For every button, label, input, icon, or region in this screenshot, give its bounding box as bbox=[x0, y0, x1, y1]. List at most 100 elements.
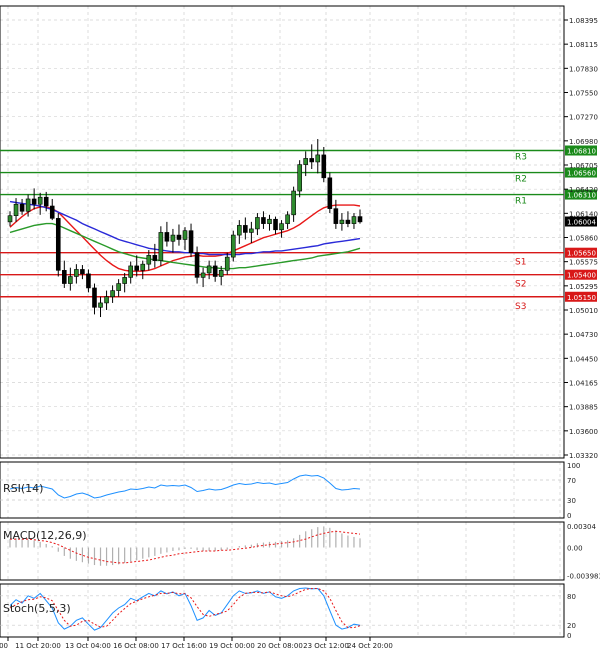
rsi-label: RSI(14) bbox=[3, 482, 43, 495]
candle bbox=[237, 220, 241, 244]
y-tick-label: 1.07550 bbox=[569, 90, 598, 98]
y-tick-label: 1.04165 bbox=[569, 380, 598, 388]
x-tick-label: 20 Oct 08:00 bbox=[257, 642, 303, 650]
candle bbox=[32, 188, 36, 209]
candle bbox=[80, 265, 84, 279]
candle-body-bearish bbox=[358, 217, 362, 222]
candle-body-bullish bbox=[129, 266, 133, 277]
candle bbox=[183, 227, 187, 250]
candle bbox=[352, 213, 356, 229]
candle bbox=[286, 211, 290, 229]
stoch-y-tick-label: 0 bbox=[567, 632, 571, 640]
candle-body-bullish bbox=[26, 199, 30, 211]
candle bbox=[231, 231, 235, 262]
x-tick-label: 24 Oct 20:00 bbox=[347, 642, 393, 650]
stoch-panel bbox=[0, 588, 564, 630]
y-tick-label: 1.08115 bbox=[569, 41, 598, 49]
candle bbox=[334, 200, 338, 229]
candle bbox=[56, 213, 60, 276]
y-tick-label: 1.05860 bbox=[569, 235, 598, 243]
candle bbox=[255, 213, 259, 235]
candle bbox=[358, 210, 362, 224]
y-tick-label: 1.05295 bbox=[569, 283, 598, 291]
x-tick-label: 16 Oct 08:00 bbox=[113, 642, 159, 650]
macd-y-tick-label: -0.003983 bbox=[567, 572, 600, 580]
candle bbox=[292, 187, 296, 222]
candle-body-bearish bbox=[165, 232, 169, 241]
stoch-y-tick-label: 80 bbox=[567, 593, 576, 601]
rsi-line bbox=[10, 475, 360, 498]
y-tick-label: 1.04730 bbox=[569, 331, 598, 339]
candle bbox=[189, 224, 193, 257]
candle-body-bullish bbox=[99, 303, 103, 307]
y-tick-label: 1.03320 bbox=[569, 452, 598, 460]
pivot-name-r1: R1 bbox=[515, 197, 527, 207]
candle-body-bearish bbox=[328, 178, 332, 209]
x-tick-label: 11 Oct 20:00 bbox=[15, 642, 61, 650]
candle-body-bearish bbox=[310, 158, 314, 162]
candle-body-bearish bbox=[213, 266, 217, 277]
current-price-label: 1.06004 bbox=[567, 219, 596, 227]
candle bbox=[153, 244, 157, 268]
candle-body-bullish bbox=[38, 197, 42, 204]
candle-body-bullish bbox=[249, 229, 253, 233]
macd-y-tick-label: 0.00304 bbox=[567, 523, 596, 531]
candle-body-bearish bbox=[135, 266, 139, 270]
candle-body-bullish bbox=[255, 217, 259, 228]
candle-body-bullish bbox=[123, 277, 127, 283]
candle bbox=[165, 222, 169, 247]
candle-body-bearish bbox=[261, 217, 265, 223]
candle-body-bullish bbox=[74, 269, 78, 276]
pivot-price-label: 1.06560 bbox=[567, 170, 596, 178]
candle bbox=[50, 199, 54, 220]
candle-body-bullish bbox=[304, 158, 308, 164]
candle-body-bullish bbox=[111, 291, 115, 297]
rsi-y-tick-label: 70 bbox=[567, 477, 576, 485]
candle-body-bullish bbox=[14, 204, 18, 215]
rsi-panel bbox=[0, 475, 564, 500]
pivot-price-label: 1.05150 bbox=[567, 294, 596, 302]
candle-body-bullish bbox=[225, 257, 229, 270]
pivot-name-s3: S3 bbox=[515, 302, 526, 312]
candle-body-bearish bbox=[80, 269, 84, 273]
candle-body-bullish bbox=[141, 264, 145, 270]
candle bbox=[99, 297, 103, 317]
candle bbox=[249, 222, 253, 243]
y-tick-label: 1.06980 bbox=[569, 138, 598, 146]
candle bbox=[171, 229, 175, 253]
candle-body-bearish bbox=[243, 225, 247, 232]
candle-body-bullish bbox=[316, 155, 320, 162]
candle bbox=[316, 139, 320, 173]
candle bbox=[213, 261, 217, 282]
candle bbox=[135, 255, 139, 276]
y-tick-label: 1.03885 bbox=[569, 404, 598, 412]
macd-y-tick-label: 0.00 bbox=[567, 544, 583, 552]
candle-body-bearish bbox=[56, 218, 60, 270]
pivot-price-label: 1.05650 bbox=[567, 250, 596, 258]
candle bbox=[159, 226, 163, 266]
candle-body-bullish bbox=[8, 216, 12, 222]
candle-body-bullish bbox=[183, 231, 187, 240]
candle-body-bullish bbox=[201, 273, 205, 277]
x-tick-label: 13 Oct 04:00 bbox=[65, 642, 111, 650]
x-tick-label: 17 Oct 16:00 bbox=[161, 642, 207, 650]
candle-body-bullish bbox=[105, 297, 109, 303]
candle-body-bearish bbox=[32, 199, 36, 204]
candle-body-bearish bbox=[274, 219, 278, 230]
candle-body-bullish bbox=[267, 219, 271, 223]
candle-body-bearish bbox=[50, 206, 54, 218]
stoch-y-tick-label: 20 bbox=[567, 622, 576, 630]
y-tick-label: 1.06420 bbox=[569, 186, 598, 194]
candle bbox=[86, 269, 90, 292]
rsi-panel-frame bbox=[0, 462, 564, 518]
macd-label: MACD(12,26,9) bbox=[3, 529, 87, 542]
y-tick-label: 1.04450 bbox=[569, 355, 598, 363]
candle-body-bearish bbox=[92, 288, 96, 307]
y-tick-label: 1.05010 bbox=[569, 307, 598, 315]
axes: 1.08395 1.08115 1.07830 1.07550 1.07270 1.069… bbox=[0, 17, 600, 650]
y-tick-label: 1.03600 bbox=[569, 428, 598, 436]
candle-body-bullish bbox=[68, 276, 72, 283]
candle-body-bullish bbox=[117, 284, 121, 291]
y-tick-label: 1.06705 bbox=[569, 162, 598, 170]
candle-body-bullish bbox=[231, 235, 235, 257]
